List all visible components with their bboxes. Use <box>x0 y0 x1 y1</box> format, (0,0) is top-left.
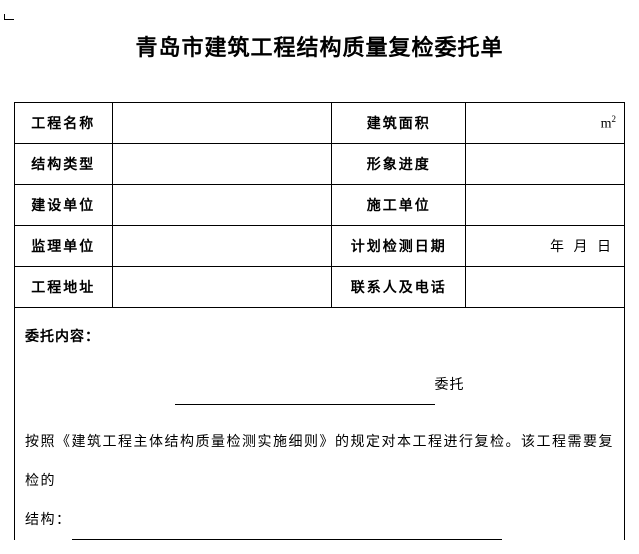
entrust-line-row: 委托 <box>25 368 614 404</box>
table-row: 工程名称 建筑面积 m2 <box>15 103 625 144</box>
label-project-address: 工程地址 <box>15 267 113 308</box>
document-page: 青岛市建筑工程结构质量复检委托单 工程名称 建筑面积 m2 结构类型 形象进度 … <box>0 0 639 540</box>
label-structure-type: 结构类型 <box>15 144 113 185</box>
label-builder-unit: 施工单位 <box>332 185 466 226</box>
label-supervision-unit: 监理单位 <box>15 226 113 267</box>
value-construction-unit <box>112 185 332 226</box>
label-project-name: 工程名称 <box>15 103 113 144</box>
value-structure-type <box>112 144 332 185</box>
label-building-area: 建筑面积 <box>332 103 466 144</box>
label-planned-date: 计划检测日期 <box>332 226 466 267</box>
value-contact <box>466 267 625 308</box>
body-text: 按照《建筑工程主体结构质量检测实施细则》的规定对本工程进行复检。该工程需要复检的… <box>25 423 614 541</box>
document-title: 青岛市建筑工程结构质量复检委托单 <box>14 30 625 62</box>
label-construction-unit: 建设单位 <box>15 185 113 226</box>
value-project-name <box>112 103 332 144</box>
blank-underline <box>175 387 435 405</box>
entrust-content-area: 委托内容： 委托 按照《建筑工程主体结构质量检测实施细则》的规定对本工程进行复检… <box>14 308 625 540</box>
body-line-2-prefix: 结构： <box>25 513 72 528</box>
value-image-progress <box>466 144 625 185</box>
form-table: 工程名称 建筑面积 m2 结构类型 形象进度 建设单位 施工单位 监理单位 计划… <box>14 102 625 308</box>
entrust-content-label: 委托内容： <box>25 320 614 356</box>
label-image-progress: 形象进度 <box>332 144 466 185</box>
entrust-word: 委托 <box>435 378 465 393</box>
structure-underline <box>72 524 502 540</box>
unit-m: m <box>601 116 612 131</box>
label-contact: 联系人及电话 <box>332 267 466 308</box>
value-builder-unit <box>466 185 625 226</box>
value-planned-date: 年 月 日 <box>466 226 625 267</box>
value-supervision-unit <box>112 226 332 267</box>
unit-sup: 2 <box>612 114 617 124</box>
value-building-area: m2 <box>466 103 625 144</box>
table-row: 监理单位 计划检测日期 年 月 日 <box>15 226 625 267</box>
table-row: 结构类型 形象进度 <box>15 144 625 185</box>
value-project-address <box>112 267 332 308</box>
body-line-1: 按照《建筑工程主体结构质量检测实施细则》的规定对本工程进行复检。该工程需要复检的 <box>25 435 614 489</box>
corner-mark <box>4 14 14 20</box>
table-row: 建设单位 施工单位 <box>15 185 625 226</box>
table-row: 工程地址 联系人及电话 <box>15 267 625 308</box>
